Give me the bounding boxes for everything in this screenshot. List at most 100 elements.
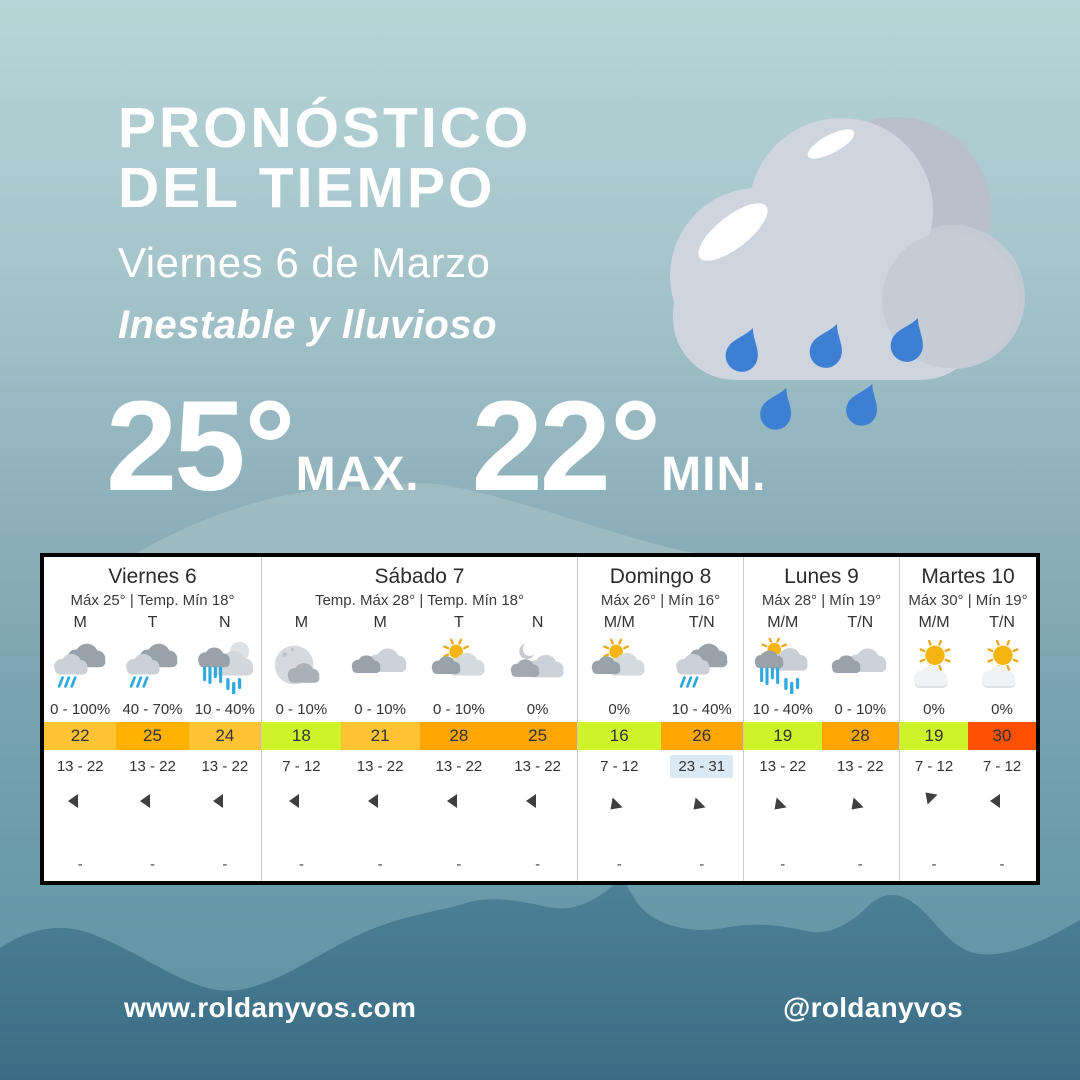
bottom-ridge <box>0 878 1080 1080</box>
forecast-column: N 10 - 40% 24 13 - 22 - <box>188 614 261 881</box>
wind-range: 13 - 22 <box>201 757 249 775</box>
column-label: T <box>453 614 464 631</box>
wind-arrow-icon <box>687 781 717 821</box>
temp-value: 28 <box>821 722 899 750</box>
wind-range: 13 - 22 <box>356 757 404 775</box>
precip-value: 10 - 40% <box>671 700 732 718</box>
column-label: T/N <box>847 614 874 631</box>
day-minmax-temps: Máx 30° | Mín 19° <box>908 592 1028 609</box>
condition-text: Inestable y lluvioso <box>118 302 498 347</box>
temp-value: 21 <box>340 722 420 750</box>
forecast-table: Viernes 6 Máx 25° | Temp. Mín 18° M 0 - 100… <box>40 553 1040 885</box>
day-minmax-temps: Máx 28° | Mín 19° <box>761 592 882 609</box>
precip-value: 40 - 70% <box>122 700 183 718</box>
wind-range: 23 - 31 <box>670 753 734 779</box>
website-text: www.roldanyvos.com <box>124 992 417 1023</box>
forecast-column: T 40 - 70% 25 13 - 22 - <box>116 614 189 881</box>
column-label: M/M <box>767 614 799 631</box>
weather-icon-partly-sunny <box>426 638 492 696</box>
wind-arrow-icon <box>210 781 240 821</box>
wind-range: 13 - 22 <box>759 757 807 775</box>
forecast-column: T/N 10 - 40% 26 23 - 31 - <box>660 614 743 881</box>
column-label: N <box>219 614 231 631</box>
min-temp-value: 22 <box>471 375 611 518</box>
no-data-dash: - <box>222 856 228 873</box>
wind-arrow-icon <box>987 781 1017 821</box>
wind-range: 7 - 12 <box>982 757 1022 775</box>
no-data-dash: - <box>377 856 383 873</box>
day-panel: Sábado 7 Temp. Máx 28° | Temp. Mín 18° M 0 … <box>262 557 578 881</box>
forecast-column: T/N 0 - 10% 28 13 - 22 - <box>821 614 899 881</box>
header: PRONÓSTICO DEL TIEMPO Viernes 6 de Marzo… <box>118 98 531 348</box>
temp-value: 22 <box>44 722 117 750</box>
forecast-column: M/M 10 - 40% 19 13 - 22 - <box>744 614 822 881</box>
temp-value: 25 <box>116 722 189 750</box>
day-panel: Martes 10 Máx 30° | Mín 19° M/M 0% 19 7 - 12 -… <box>900 557 1036 881</box>
wind-range: 13 - 22 <box>514 757 561 775</box>
weather-icon-rain <box>119 638 185 696</box>
day-minmax-temps: Máx 26° | Mín 16° <box>600 592 721 609</box>
temp-value: 25 <box>498 722 577 750</box>
no-data-dash: - <box>616 856 622 873</box>
weather-icon-cloudy <box>347 638 413 696</box>
wind-arrow-icon <box>137 781 167 821</box>
precip-value: 0 - 10% <box>834 700 887 718</box>
weather-icon-night-cloud <box>268 638 334 696</box>
day-title: Viernes 6 <box>108 565 197 588</box>
wind-arrow-icon <box>444 781 474 821</box>
precip-value: 10 - 40% <box>194 700 255 718</box>
weather-icon-mostly-sunny <box>969 638 1035 696</box>
wind-range: 13 - 22 <box>129 757 176 775</box>
max-temp-value: 25 <box>106 375 245 518</box>
column-label: M/M <box>603 614 635 631</box>
wind-arrow-icon <box>768 781 798 821</box>
temp-value: 26 <box>660 722 743 750</box>
temp-value: 18 <box>262 722 341 750</box>
forecast-column: M 0 - 10% 18 7 - 12 - <box>262 614 341 881</box>
no-data-dash: - <box>149 856 155 873</box>
cloud-gloss-top <box>807 129 855 159</box>
max-degree-symbol: ° <box>244 375 295 518</box>
temp-value: 24 <box>188 722 261 750</box>
precip-value: 0 - 10% <box>433 700 485 718</box>
wind-arrow-icon <box>365 781 395 821</box>
wind-range: 7 - 12 <box>914 757 954 775</box>
temp-value: 16 <box>578 722 661 750</box>
no-data-dash: - <box>699 856 705 873</box>
wind-arrow-icon <box>523 781 553 821</box>
temp-value: 28 <box>419 722 499 750</box>
wind-arrow-icon <box>286 781 316 821</box>
column-label: T/N <box>989 614 1015 631</box>
mid-ridge <box>130 483 800 558</box>
wind-range: 13 - 22 <box>56 757 104 775</box>
wind-arrow-icon <box>65 781 95 821</box>
temp-value: 19 <box>900 722 968 750</box>
column-label: N <box>531 614 544 631</box>
forecast-column: T/N 0% 30 7 - 12 - <box>968 614 1036 881</box>
no-data-dash: - <box>931 856 937 873</box>
headline-temps: 25 ° MAX. 22 ° MIN. <box>106 375 767 518</box>
weather-icon-partly-sunny <box>586 638 652 696</box>
forecast-column: N 0% 25 13 - 22 - <box>498 614 577 881</box>
wind-arrow-icon <box>919 781 949 821</box>
precip-value: 0% <box>608 700 631 718</box>
column-label: T/N <box>688 614 715 631</box>
precip-value: 0 - 10% <box>275 700 328 718</box>
no-data-dash: - <box>298 856 304 873</box>
column-label: M <box>373 614 387 631</box>
day-title: Martes 10 <box>921 565 1015 588</box>
forecast-column: M 0 - 100% 22 13 - 22 - <box>44 614 117 881</box>
precip-value: 0% <box>991 700 1013 718</box>
min-degree-symbol: ° <box>609 375 661 518</box>
weather-icon-rain <box>669 638 735 696</box>
wind-range: 13 - 22 <box>836 757 884 775</box>
wind-range: 7 - 12 <box>600 757 639 775</box>
column-label: M <box>73 614 87 631</box>
no-data-dash: - <box>456 856 462 873</box>
wind-arrow-icon <box>845 781 875 821</box>
min-temp-label: MIN. <box>661 448 767 501</box>
wind-range: 13 - 22 <box>435 757 483 775</box>
cloud-gloss-left <box>698 203 768 261</box>
column-label: M/M <box>918 614 950 631</box>
